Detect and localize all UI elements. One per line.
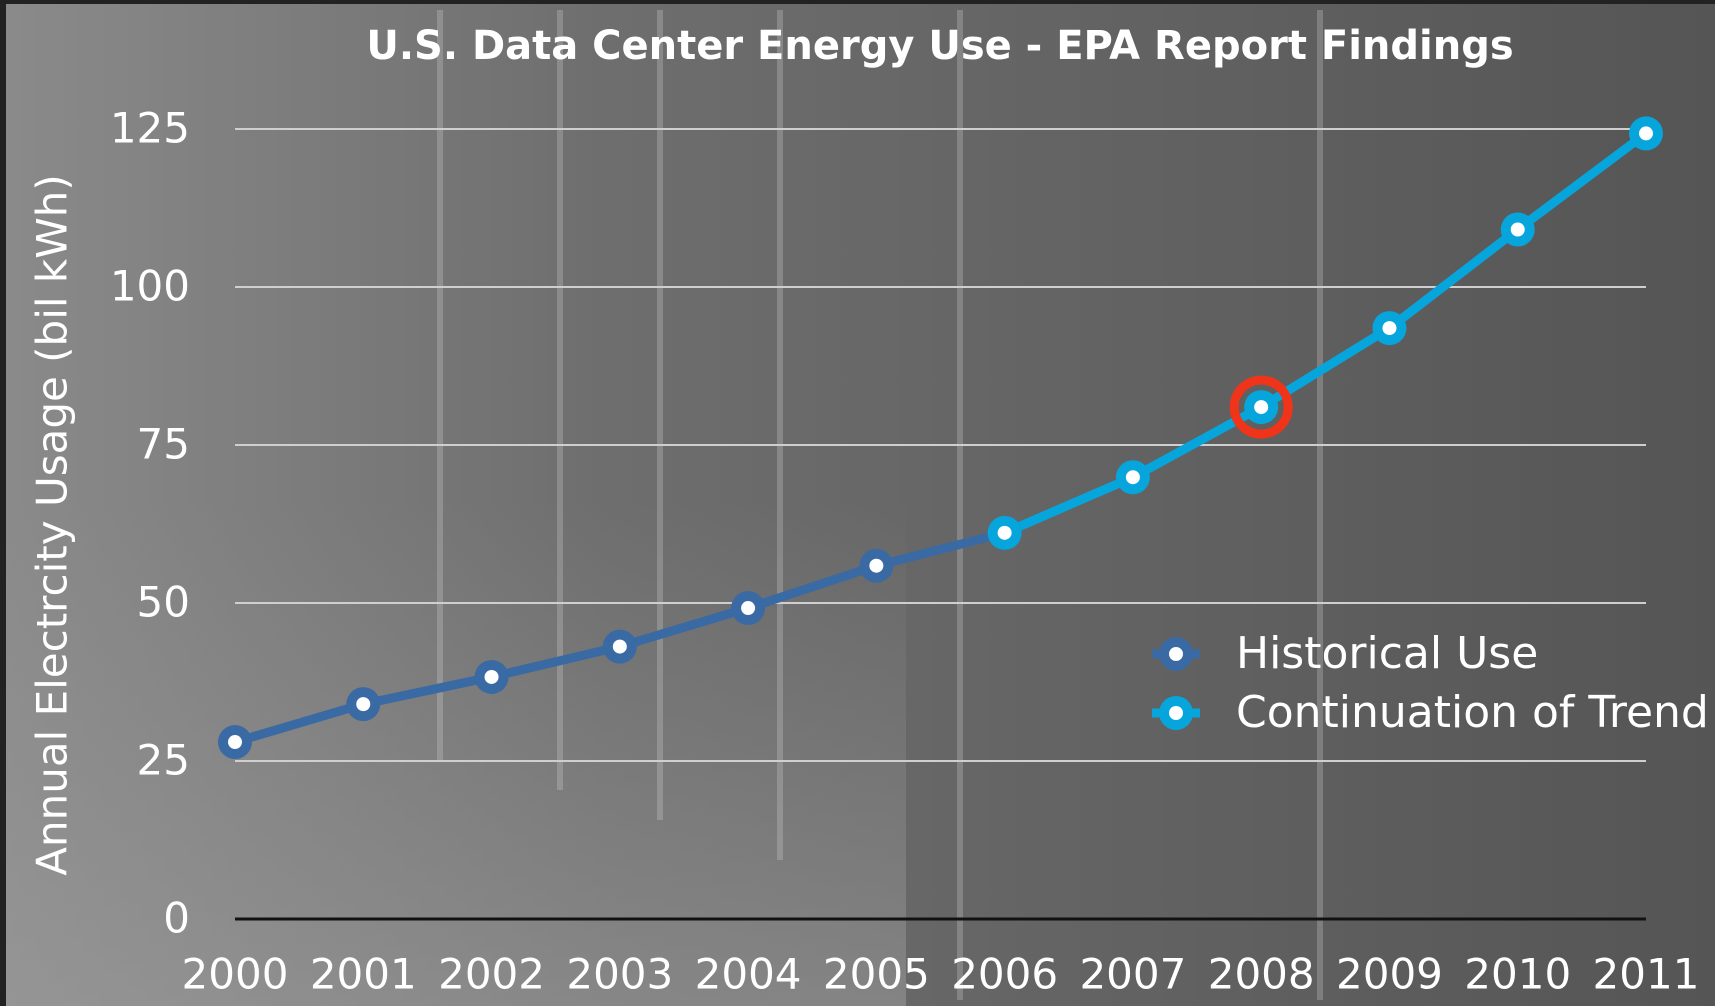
chart-title: U.S. Data Center Energy Use - EPA Report… xyxy=(366,23,1513,69)
x-tick-label: 2000 xyxy=(182,950,289,999)
data-point-center xyxy=(998,526,1012,540)
data-point-center xyxy=(1254,400,1268,414)
y-tick-label: 100 xyxy=(110,262,190,311)
x-tick-label: 2009 xyxy=(1336,950,1443,999)
x-tick-label: 2003 xyxy=(566,950,673,999)
data-point-center xyxy=(869,559,883,573)
data-point-center xyxy=(356,697,370,711)
data-point-center xyxy=(1382,321,1396,335)
data-point-center xyxy=(1511,222,1525,236)
legend-label: Continuation of Trend xyxy=(1236,687,1709,738)
y-tick-label: 0 xyxy=(163,894,190,943)
y-axis-label: Annual Electrcity Usage (bil kWh) xyxy=(28,174,77,876)
data-point-center xyxy=(741,601,755,615)
y-tick-label: 50 xyxy=(137,578,190,627)
data-point-center xyxy=(613,640,627,654)
chart: U.S. Data Center Energy Use - EPA Report… xyxy=(0,0,1715,1006)
x-tick-label: 2011 xyxy=(1593,950,1700,999)
data-point-center xyxy=(485,670,499,684)
legend-label: Historical Use xyxy=(1236,628,1538,679)
x-tick-label: 2001 xyxy=(310,950,417,999)
x-tick-label: 2006 xyxy=(951,950,1058,999)
y-tick-label: 25 xyxy=(137,736,190,785)
x-tick-label: 2007 xyxy=(1079,950,1186,999)
x-tick-label: 2004 xyxy=(695,950,802,999)
x-tick-label: 2010 xyxy=(1464,950,1571,999)
x-tick-label: 2008 xyxy=(1208,950,1315,999)
x-tick-label: 2005 xyxy=(823,950,930,999)
legend-marker-center xyxy=(1169,706,1183,720)
data-point-center xyxy=(1126,470,1140,484)
data-point-center xyxy=(1639,126,1653,140)
legend-marker-center xyxy=(1169,647,1183,661)
y-tick-label: 125 xyxy=(110,104,190,153)
data-point-center xyxy=(228,735,242,749)
x-tick-label: 2002 xyxy=(438,950,545,999)
y-tick-label: 75 xyxy=(137,420,190,469)
